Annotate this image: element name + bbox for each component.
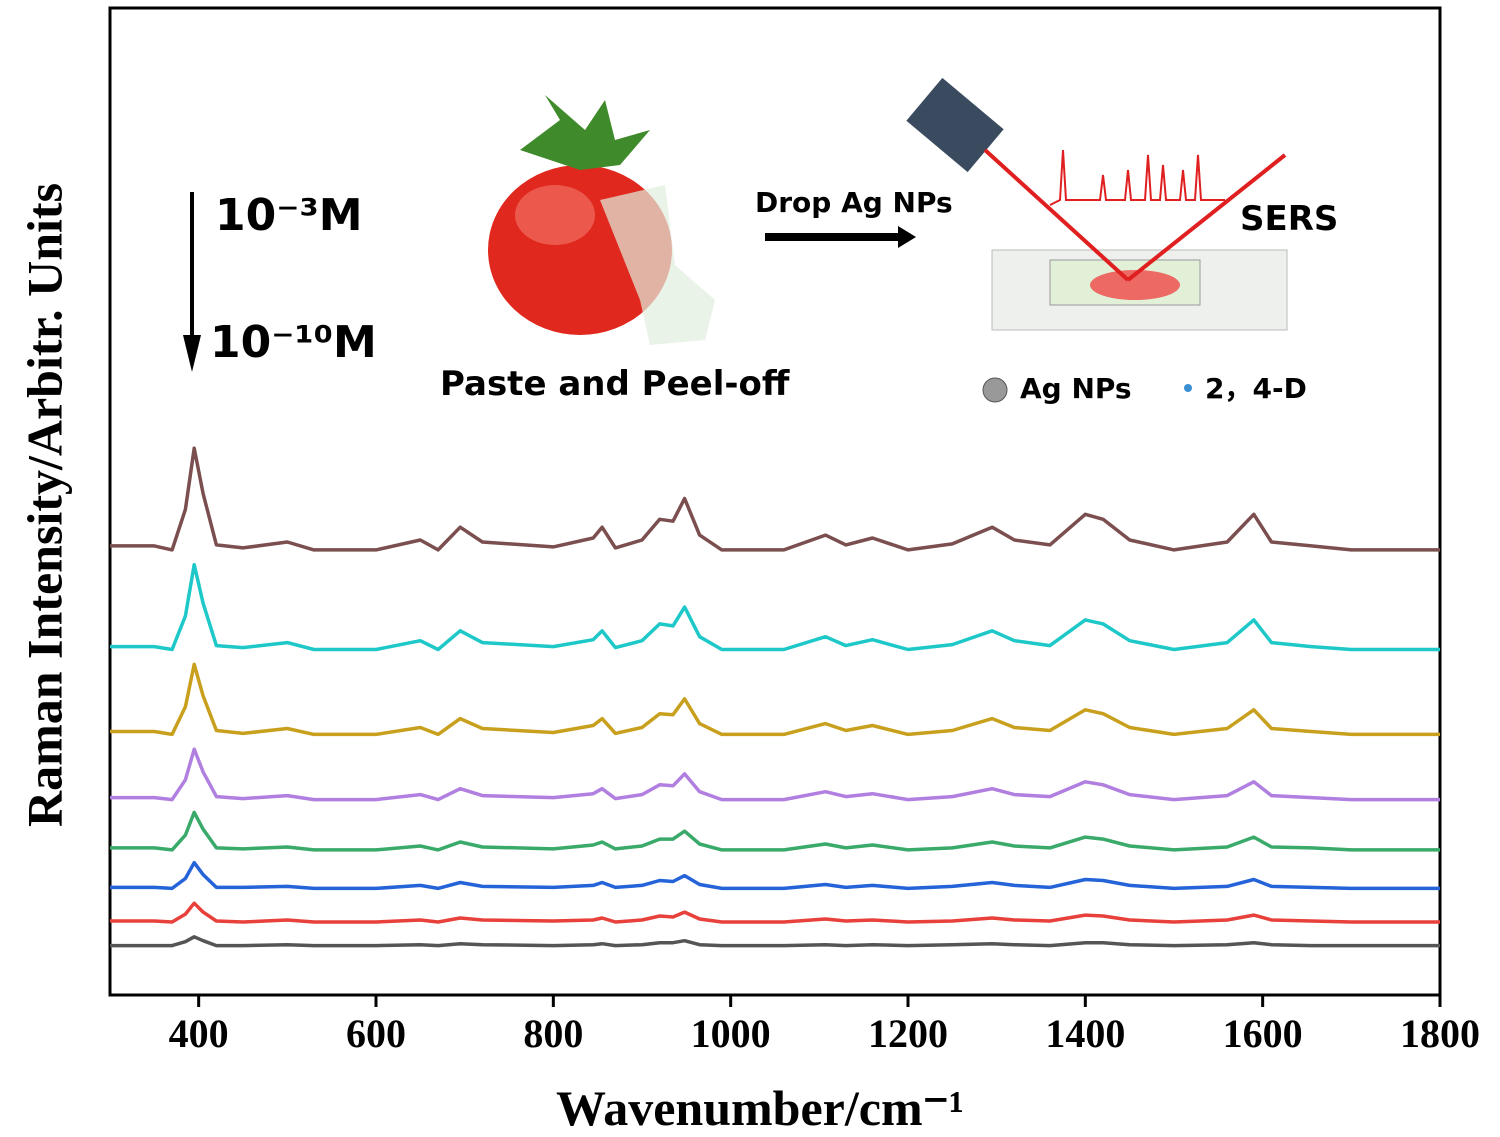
tomato-leaves [520,95,650,170]
concentration-low: 10⁻¹⁰M [210,317,377,368]
x-tick-label: 1600 [1223,1011,1303,1056]
illustration [183,77,1288,403]
laser-head [906,77,1004,173]
sers-label: SERS [1240,199,1338,239]
legend-text: 2，4-D [1205,372,1307,405]
spectrum-line [110,901,1440,924]
analyte-icon [1184,384,1192,392]
x-tick-label: 600 [346,1011,406,1056]
x-tick-label: 1400 [1045,1011,1125,1056]
legend-text: Ag NPs [1020,372,1132,405]
step-label: Paste and Peel-off [440,364,790,404]
spectrum-line [110,446,1440,552]
laser-beam [1126,153,1287,282]
x-tick-label: 1200 [868,1011,948,1056]
x-tick-label: 800 [523,1011,583,1056]
spectrum-line [110,810,1440,852]
laser-spot [1090,270,1180,300]
film [600,185,715,345]
sers-spectrum [1049,149,1225,206]
x-tick-label: 1000 [691,1011,771,1056]
step-label: Drop Ag NPs [755,186,953,219]
spectrum-line [110,562,1440,652]
arrow-head [898,226,916,248]
ag-np-icon [982,377,1008,403]
laser-beam [983,148,1130,282]
spectrum-line [110,935,1440,948]
plot-frame [108,6,1442,997]
x-tick-label: 400 [169,1011,229,1056]
y-axis-label: Raman Intensity/Arbitr. Units [16,183,72,827]
x-axis-label: Wavenumber/cm⁻¹ [556,1080,964,1136]
spectrum-line [110,747,1440,802]
arrow-head [183,335,201,372]
spectrum-line [110,662,1440,737]
spectrum-line [110,860,1440,891]
tomato-highlight [515,185,595,245]
x-tick-label: 1800 [1400,1011,1480,1056]
concentration-high: 10⁻³M [215,190,363,241]
